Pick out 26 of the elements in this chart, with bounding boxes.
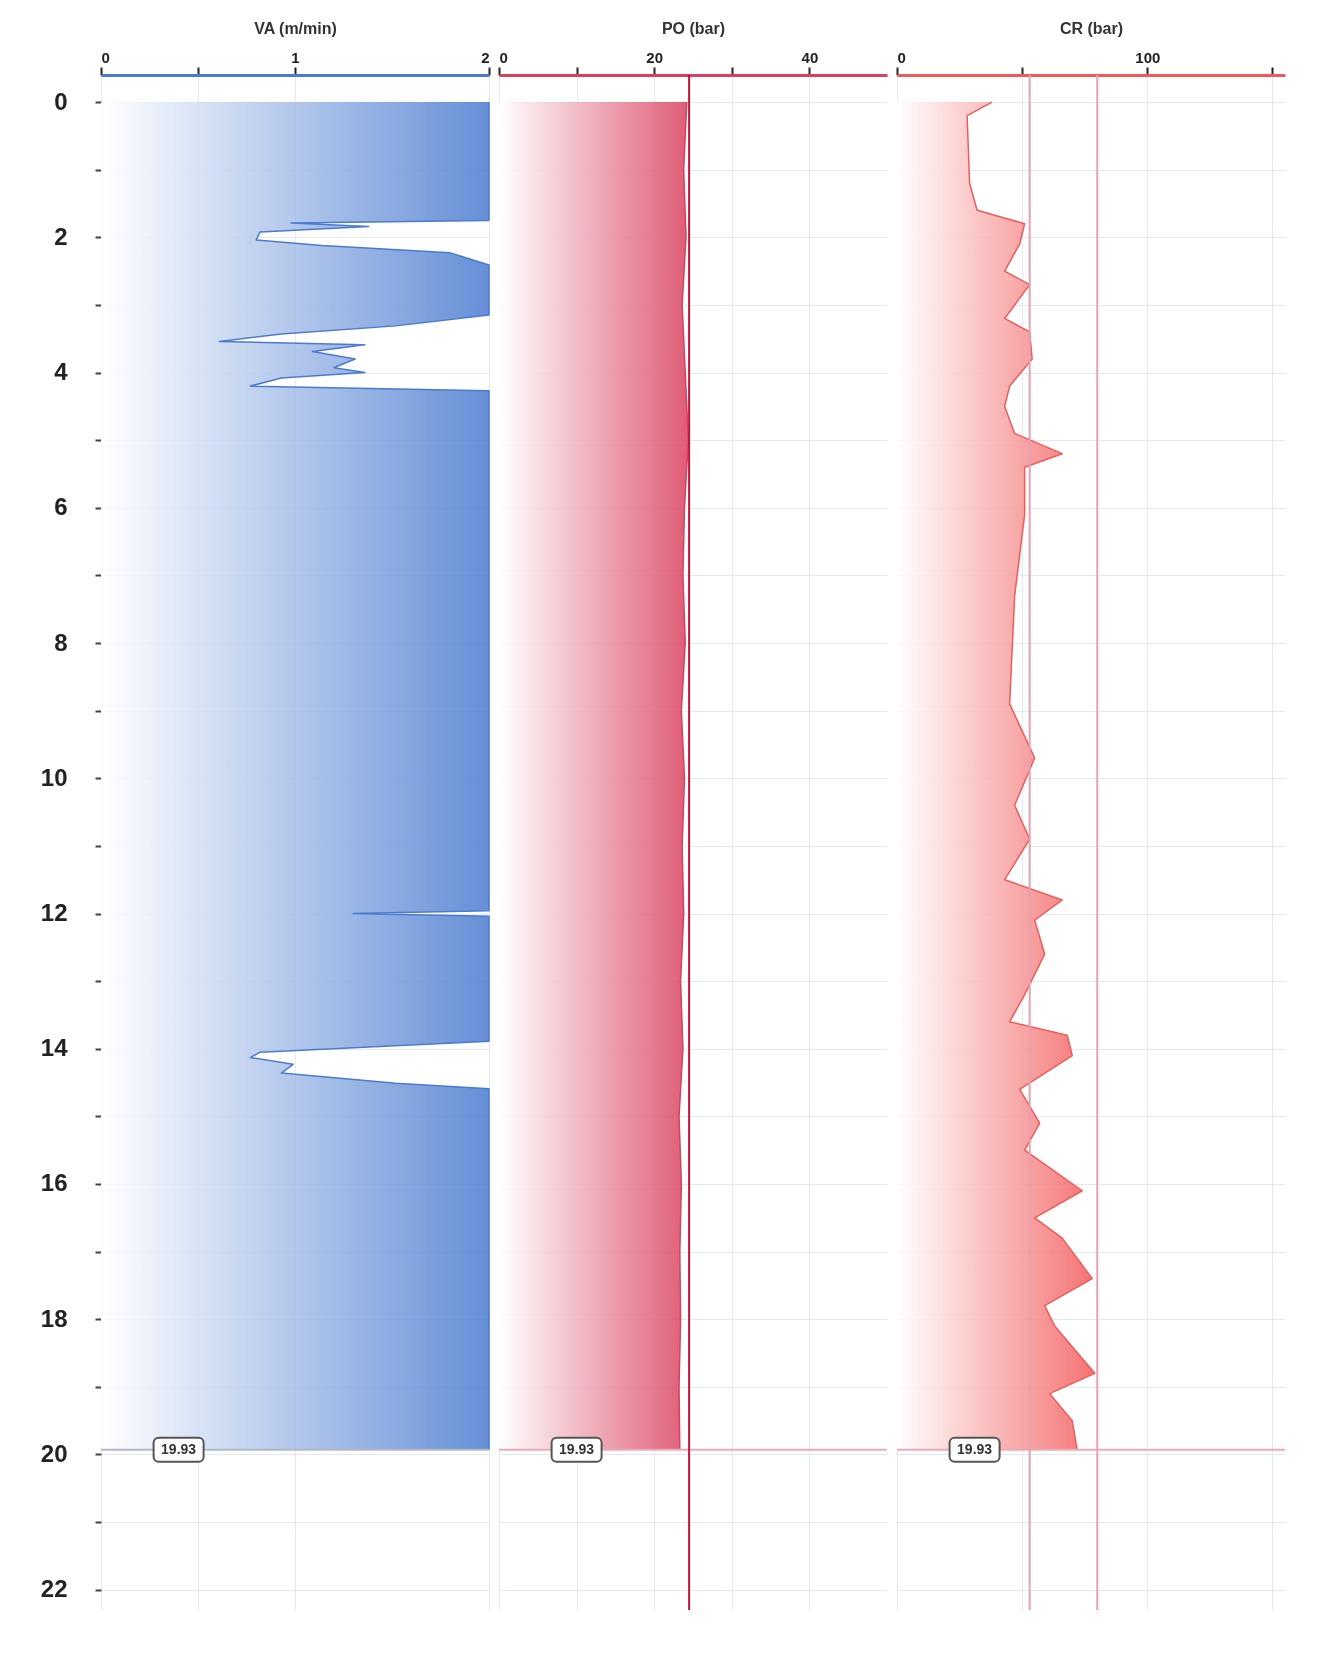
y-tick-label: 12 (40, 899, 68, 926)
x-tick-label: 40 (801, 48, 819, 66)
ref-line-label: 19.93 (559, 1440, 595, 1457)
x-axis-title: PO (bar) (661, 19, 726, 37)
y-tick-label: 2 (54, 222, 68, 250)
x-axis-title: CR (bar) (1059, 19, 1124, 37)
ref-line-label: 19.93 (957, 1440, 993, 1457)
y-tick-label: 18 (40, 1304, 68, 1332)
x-axis-title: VA (m/min) (254, 19, 337, 37)
y-tick-label: 8 (54, 628, 68, 656)
y-tick-label: 4 (54, 358, 69, 386)
x-tick-label: 20 (646, 48, 664, 66)
y-tick-label: 10 (40, 763, 68, 791)
ref-line-label: 19.93 (161, 1440, 197, 1457)
y-tick-label: 6 (54, 493, 68, 521)
y-tick-label: 20 (40, 1439, 68, 1467)
x-tick-label: 1 (291, 48, 300, 66)
y-tick-label: 16 (40, 1169, 68, 1197)
x-tick-label: 0 (499, 48, 508, 66)
x-tick-label: 0 (897, 48, 906, 66)
x-tick-label: 0 (101, 48, 110, 66)
x-tick-label: 100 (1135, 48, 1161, 66)
y-tick-label: 0 (54, 87, 68, 115)
x-tick-label: 2 (481, 48, 490, 66)
y-tick-label: 14 (40, 1034, 69, 1062)
y-tick-label: 22 (40, 1575, 68, 1603)
